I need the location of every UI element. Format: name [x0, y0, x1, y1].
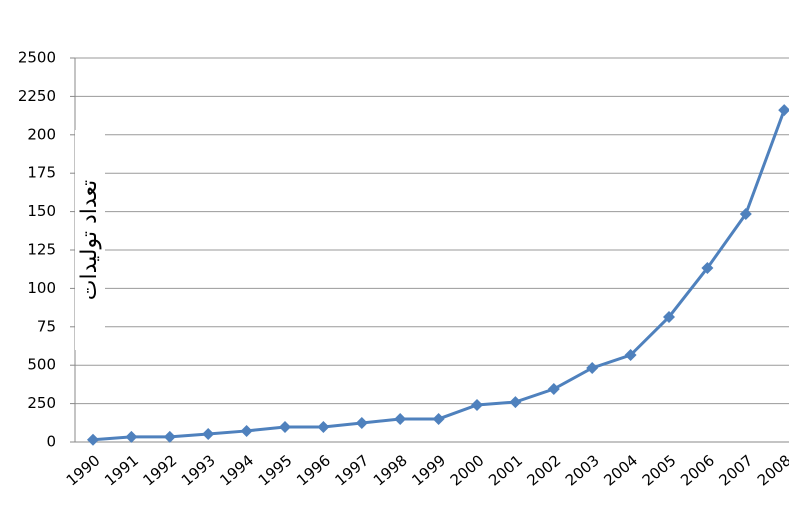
- x-tick-label: 1990: [63, 451, 104, 489]
- y-tick-label: 2250: [18, 87, 56, 105]
- x-tick-label: 2007: [716, 451, 757, 489]
- x-tick-label: 1997: [332, 451, 373, 489]
- y-tick-label: 0: [46, 433, 56, 451]
- data-point: [125, 430, 138, 443]
- data-point: [279, 420, 291, 433]
- x-tick-label: 2003: [562, 451, 603, 489]
- plot-layer: [87, 104, 789, 446]
- x-tick-label: 1994: [216, 451, 257, 489]
- data-point: [355, 416, 368, 429]
- y-tick-label: 500: [27, 356, 56, 374]
- data-point: [778, 104, 789, 117]
- x-tick-label: 2002: [524, 451, 565, 489]
- y-tick-label: 2500: [18, 49, 56, 67]
- x-tick-label: 2000: [447, 451, 488, 489]
- data-point: [394, 412, 407, 425]
- y-tick-label: 125: [27, 241, 56, 259]
- data-point: [701, 261, 714, 274]
- x-tick-label: 2008: [754, 451, 789, 489]
- x-tick-label: 2001: [485, 451, 526, 489]
- data-point: [624, 349, 637, 362]
- data-point: [663, 310, 675, 323]
- x-tick-label: 1999: [408, 451, 449, 489]
- x-tick-label: 2004: [600, 451, 641, 489]
- y-tick-label: 200: [27, 125, 56, 143]
- x-tick-label: 1995: [255, 451, 296, 489]
- data-point: [509, 396, 522, 409]
- y-tick-label: 75: [37, 317, 56, 335]
- x-tick-label: 2006: [677, 451, 718, 489]
- data-point: [317, 420, 330, 433]
- series-line: [92, 109, 786, 442]
- data-point: [471, 398, 483, 411]
- x-tick-label: 1993: [178, 451, 219, 489]
- x-tick-label: 1991: [101, 451, 142, 489]
- y-tick-label: 150: [27, 202, 56, 220]
- data-point: [739, 208, 752, 221]
- data-point: [547, 383, 560, 396]
- data-point: [202, 428, 215, 441]
- x-tick-label: 1992: [140, 451, 181, 489]
- y-tick-label: 100: [27, 279, 56, 297]
- x-tick-label: 2005: [639, 451, 680, 489]
- data-point: [87, 433, 99, 446]
- axis-title-bg: [75, 130, 105, 350]
- y-tick-label: 250: [27, 394, 56, 412]
- x-tick-label: 1998: [370, 451, 411, 489]
- data-point: [163, 430, 176, 443]
- data-point: [432, 412, 445, 425]
- data-point: [586, 361, 599, 374]
- grid-layer: [75, 57, 789, 443]
- y-tick-label: 175: [27, 164, 56, 182]
- data-point: [240, 424, 253, 437]
- x-tick-label: 1996: [293, 451, 334, 489]
- y-axis-title: تعداد تولیدات: [77, 180, 102, 300]
